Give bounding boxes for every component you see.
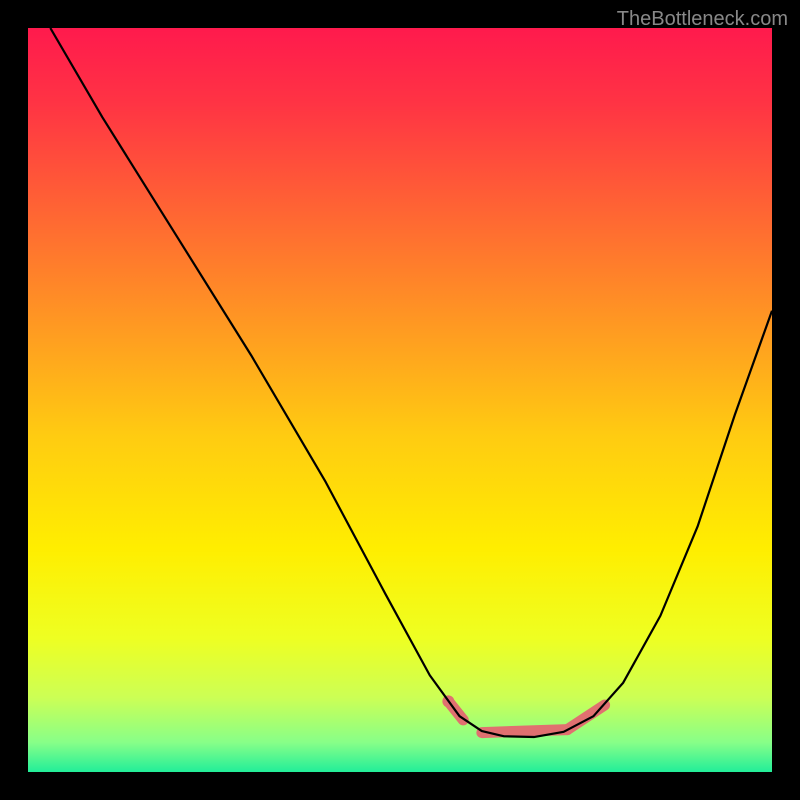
watermark-text: TheBottleneck.com — [617, 8, 788, 31]
chart-curve-layer — [28, 28, 772, 772]
bottleneck-curve — [50, 28, 772, 737]
chart-plot-area — [28, 28, 772, 772]
highlight-segment — [482, 730, 568, 733]
